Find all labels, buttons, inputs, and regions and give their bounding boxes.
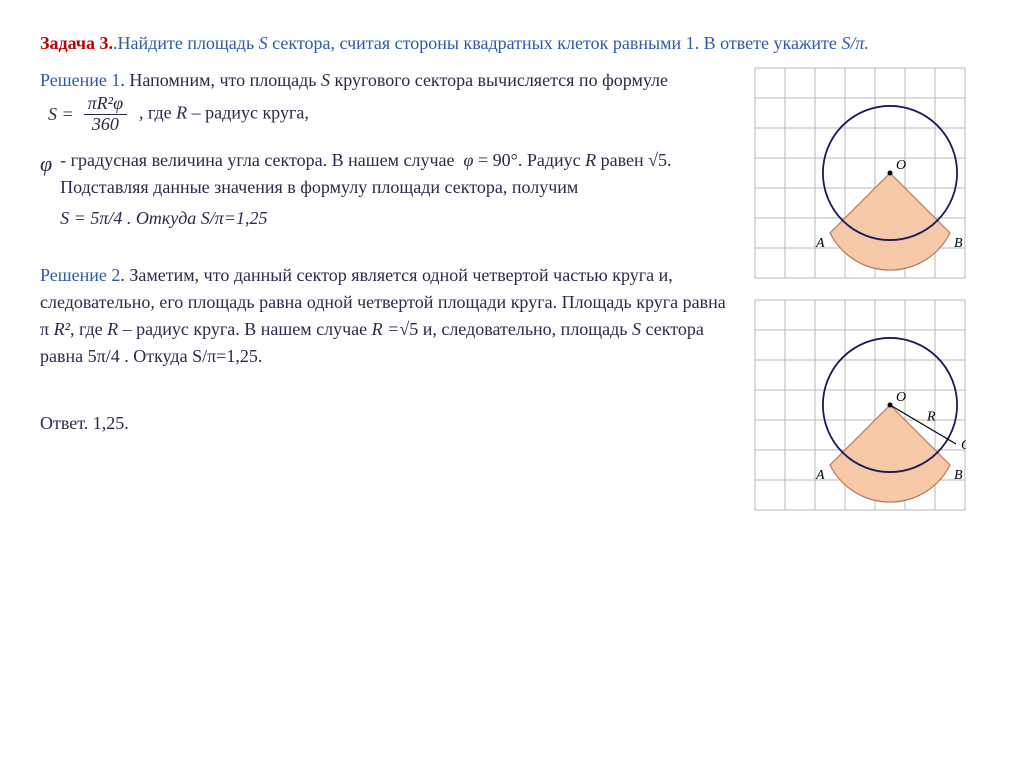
var-r2: R (585, 150, 596, 170)
after-formula-2: – радиус круга, (187, 102, 309, 122)
sol2-var-r: R (107, 319, 118, 339)
answer-block: Ответ. 1,25. (40, 410, 734, 437)
phi-line: φ - градусная величина угла сектора. В н… (40, 147, 734, 232)
svg-text:A: A (815, 468, 825, 483)
figure-2: O A B R C (754, 299, 984, 511)
problem-text-1: .Найдите площадь (113, 33, 259, 53)
problem-label: Задача 3. (40, 33, 113, 53)
phi-desc: - градусная величина угла сектора. В наш… (60, 150, 454, 170)
after-formula-1: , где (139, 102, 176, 122)
sol1-result: S = 5π/4 . Откуда S/π=1,25 (60, 205, 734, 232)
sol2-r2: R² (54, 319, 70, 339)
answer-label: Ответ. (40, 413, 88, 433)
solution1-intro: Решение 1. Напомним, что площадь S круго… (40, 67, 734, 135)
svg-text:O: O (896, 390, 906, 405)
formula-lhs: S = (48, 101, 74, 128)
figure-1: O A B (754, 67, 984, 279)
solution2-label: Решение 2 (40, 265, 120, 285)
solution2-block: Решение 2. Заметим, что данный сектор яв… (40, 262, 734, 370)
answer-value: 1,25. (88, 413, 129, 433)
var-r: R (176, 102, 187, 122)
phi-eq: φ (464, 150, 474, 170)
sol2-var-s: S (632, 319, 641, 339)
sol2-sqrt5: √5 и, следовательно, площадь (399, 319, 632, 339)
phi-val: = 90°. Радиус (474, 150, 586, 170)
sol2-text3: – радиус круга. В нашем случае (118, 319, 372, 339)
svg-text:R: R (926, 410, 936, 425)
svg-text:O: O (896, 158, 906, 173)
problem-statement: Задача 3..Найдите площадь S сектора, счи… (40, 30, 984, 57)
sector-area-formula: S = πR²φ 360 (48, 94, 131, 135)
sol1-var-s: S (321, 70, 330, 90)
svg-text:B: B (954, 468, 963, 483)
sol1-intro2: кругового сектора вычисляется по формуле (330, 70, 668, 90)
formula-numerator: πR²φ (84, 94, 127, 115)
problem-text-2: сектора, считая стороны квадратных клето… (268, 33, 842, 53)
svg-text:B: B (954, 236, 963, 251)
solution1-label: Решение 1 (40, 70, 120, 90)
svg-text:C: C (961, 438, 966, 453)
phi-symbol: φ (40, 147, 52, 180)
formula-denominator: 360 (88, 115, 123, 135)
problem-ratio: S/π. (841, 33, 869, 53)
problem-var-s: S (259, 33, 268, 53)
sol2-text2: , где (70, 319, 107, 339)
sol2-r-eq: R = (372, 319, 400, 339)
sol1-intro1: . Напомним, что площадь (120, 70, 321, 90)
svg-text:A: A (815, 236, 825, 251)
